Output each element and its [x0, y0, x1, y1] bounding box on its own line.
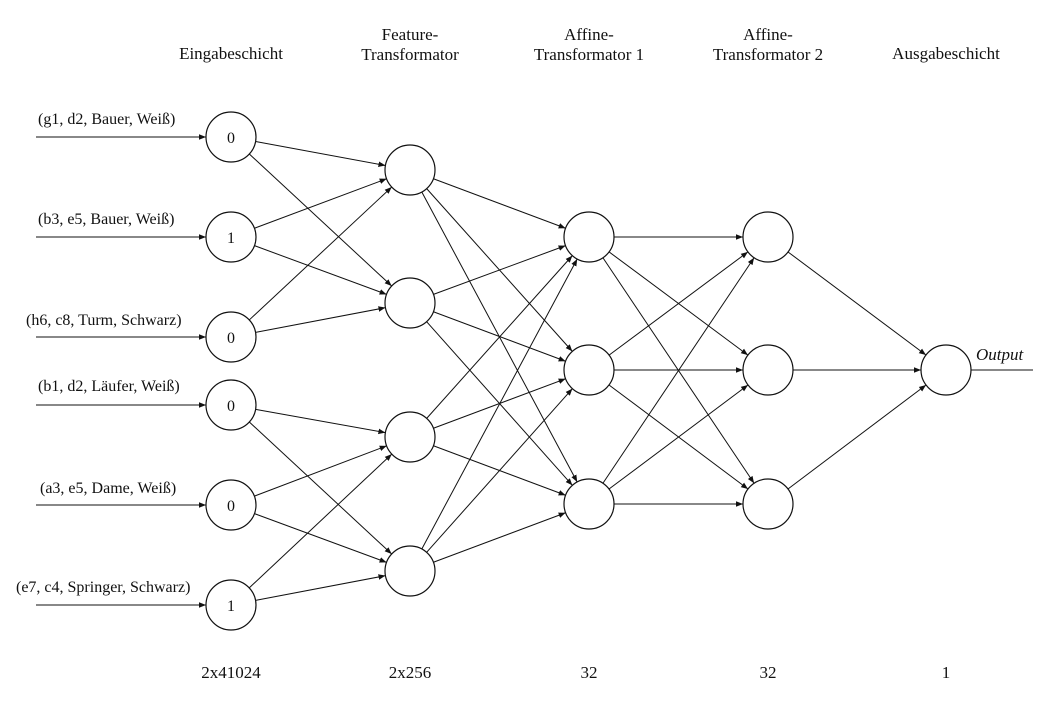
layer-count-affine-2: 32 — [759, 663, 777, 682]
layer-header-line: Transformator 1 — [533, 45, 645, 64]
edge-input-5-to-ft-3 — [254, 445, 387, 497]
layer-header-line: Transformator — [361, 45, 459, 64]
layer-header-line: Feature- — [381, 25, 439, 44]
edge-input-5-to-ft-4 — [254, 513, 387, 563]
output-label: Output — [976, 345, 1024, 364]
edge-input-6-to-ft-3 — [248, 453, 393, 589]
edge-input-2-to-ft-2 — [254, 245, 387, 295]
input-node-6 — [205, 579, 257, 631]
layer-count-affine-1: 32 — [580, 663, 598, 682]
input-label-3: (h6, c8, Turm, Schwarz) — [26, 312, 182, 329]
layer-count-feature-transformer: 2x256 — [388, 663, 432, 682]
edge-l3-2-to-l4-1 — [608, 251, 749, 356]
input-node-value-2: 1 — [227, 230, 235, 247]
edge-l2-4-to-l3-1 — [421, 258, 578, 550]
layer-header-line: Eingabeschicht — [179, 44, 283, 63]
nodes: 0 1 0 0 0 1 — [205, 111, 972, 631]
edge-l2-2-to-l3-1 — [433, 245, 566, 295]
input-node-value-5: 0 — [227, 498, 235, 515]
edge-input-2-to-ft-1 — [254, 178, 387, 229]
edge-l2-3-to-l3-1 — [426, 255, 573, 419]
edge-input-3-to-ft-2 — [255, 306, 386, 333]
input-node-value-3: 0 — [227, 330, 235, 347]
edge-input-4-to-ft-4 — [248, 421, 393, 555]
edge-l2-4-to-l3-3 — [433, 512, 566, 563]
layer-header-affine-2: Affine- Transformator 2 — [713, 25, 823, 65]
affine2-node-1 — [742, 211, 794, 263]
input-node-3 — [205, 311, 257, 363]
edge-l3-3-to-l4-1 — [602, 257, 755, 484]
edge-input-3-to-ft-1 — [248, 186, 393, 321]
layer-header-line: Affine- — [743, 25, 793, 44]
ft-node-2 — [384, 277, 436, 329]
layer-header-line: Transformator 2 — [712, 45, 824, 64]
affine2-node-3 — [742, 478, 794, 530]
layer-header-input: Eingabeschicht — [179, 44, 283, 64]
input-node-1 — [205, 111, 257, 163]
input-node-5 — [205, 479, 257, 531]
edge-l3-3-to-l4-2 — [608, 384, 749, 490]
affine1-node-1 — [563, 211, 615, 263]
input-node-2 — [205, 211, 257, 263]
input-label-4: (b1, d2, Läufer, Weiß) — [38, 378, 180, 395]
input-node-value-1: 0 — [227, 130, 235, 147]
affine1-node-2 — [563, 344, 615, 396]
ft-node-3 — [384, 411, 436, 463]
affine1-node-3 — [563, 478, 615, 530]
ft-node-4 — [384, 545, 436, 597]
layer-count-input: 2x41024 — [201, 663, 261, 682]
edge-l2-1-to-l3-1 — [433, 178, 566, 229]
layer-header-feature-transformer: Feature- Transformator — [361, 25, 459, 65]
input-label-5: (a3, e5, Dame, Weiß) — [40, 480, 177, 497]
edge-input-4-to-ft-3 — [255, 408, 386, 435]
edge-input-1-to-ft-2 — [248, 153, 393, 287]
input-label-6: (e7, c4, Springer, Schwarz) — [16, 579, 191, 596]
ft-node-1 — [384, 144, 436, 196]
layer-header-line: Ausgabeschicht — [892, 44, 1000, 63]
layer-header-line: Affine- — [564, 25, 614, 44]
edges — [36, 134, 1033, 608]
edge-input-1-to-ft-1 — [255, 141, 386, 167]
edge-l2-4-to-l3-2 — [426, 388, 573, 553]
layer-header-output: Ausgabeschicht — [892, 44, 1000, 64]
input-node-value-4: 0 — [227, 398, 235, 415]
layer-header-affine-1: Affine- Transformator 1 — [534, 25, 644, 65]
edge-input-6-to-ft-4 — [255, 574, 386, 601]
layer-count-output: 1 — [941, 663, 951, 682]
affine2-node-2 — [742, 344, 794, 396]
edge-l4-3-to-l5-1 — [787, 384, 927, 490]
edge-l4-1-to-l5-1 — [787, 251, 927, 356]
input-node-4 — [205, 379, 257, 431]
input-label-2: (b3, e5, Bauer, Weiß) — [38, 211, 175, 228]
output-node-1 — [920, 344, 972, 396]
input-node-value-6: 1 — [227, 598, 235, 615]
input-label-1: (g1, d2, Bauer, Weiß) — [38, 111, 176, 128]
